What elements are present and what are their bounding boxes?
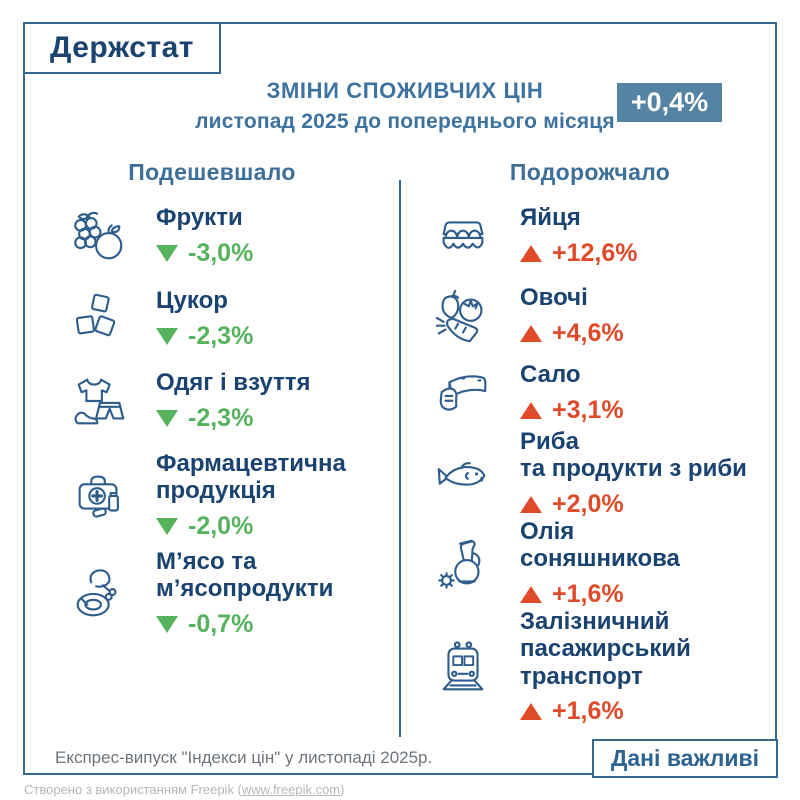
up-triangle-icon — [520, 324, 542, 342]
list-item-meat: М’ясо та м’ясопродукти -0,7% — [66, 548, 333, 639]
list-item-oil: Олія соняшникова +1,6% — [430, 518, 680, 609]
down-triangle-icon — [156, 244, 178, 262]
item-value: +2,0% — [520, 490, 747, 519]
item-label: М’ясо та м’ясопродукти — [156, 548, 334, 603]
item-value: +4,6% — [520, 319, 624, 348]
up-triangle-icon — [520, 585, 542, 603]
list-item-sugar: Цукор -2,3% — [66, 286, 253, 352]
down-triangle-icon — [156, 517, 178, 535]
down-triangle-icon — [156, 409, 178, 427]
item-value: +1,6% — [520, 580, 680, 609]
grapes-apple-icon — [66, 203, 132, 269]
item-value: -2,3% — [156, 322, 253, 351]
item-label: Риба та продукти з риби — [520, 428, 747, 483]
item-label: Цукор — [156, 287, 228, 315]
item-label: Олія соняшникова — [520, 518, 680, 573]
up-triangle-icon — [520, 703, 542, 721]
oil-bottle-icon — [430, 530, 496, 596]
up-triangle-icon — [520, 495, 542, 513]
item-value: +12,6% — [520, 239, 638, 268]
list-item-fish: Риба та продукти з риби +2,0% — [430, 428, 747, 519]
source-note: Експрес-випуск "Індекси цін" у листопаді… — [55, 748, 433, 767]
list-item-eggs: Яйця +12,6% — [430, 203, 638, 269]
stamp-label: Дані важливі — [610, 745, 760, 771]
meat-icon — [66, 560, 132, 626]
column-heading-pricier: Подорожчало — [509, 159, 671, 185]
item-label: Залізничний пасажирський транспорт — [520, 608, 691, 690]
first-aid-kit-icon — [66, 462, 132, 528]
item-label: Овочі — [520, 284, 588, 312]
freepik-credit: Створено з використанням Freepik (www.fr… — [24, 782, 344, 797]
item-label: Яйця — [520, 204, 581, 232]
credit-text: Створено з використанням Freepik ( — [24, 782, 242, 797]
down-triangle-icon — [156, 327, 178, 345]
train-icon — [430, 634, 496, 700]
list-item-pharma: Фармацевтична продукція -2,0% — [66, 450, 346, 541]
sugar-cubes-icon — [66, 286, 132, 352]
clothing-shoes-icon — [66, 368, 132, 434]
item-value: +1,6% — [520, 697, 691, 726]
header-titles: ЗМІНИ СПОЖИВЧИХ ЦІН листопад 2025 до поп… — [140, 78, 670, 134]
list-item-fruits: Фрукти -3,0% — [66, 203, 253, 269]
page-subtitle: листопад 2025 до попереднього місяця — [195, 110, 615, 133]
item-label: Сало — [520, 361, 581, 389]
up-triangle-icon — [520, 401, 542, 419]
vegetables-icon — [430, 283, 496, 349]
item-label: Фармацевтична продукція — [156, 450, 346, 505]
list-item-vegetables: Овочі +4,6% — [430, 283, 624, 349]
logo-text: Держстат — [50, 31, 194, 64]
item-value: -2,0% — [156, 512, 346, 541]
list-item-clothing: Одяг і взуття -2,3% — [66, 368, 311, 434]
item-value: -3,0% — [156, 239, 253, 268]
column-heading-cheaper: Подешевшало — [128, 159, 296, 185]
item-label: Фрукти — [156, 204, 243, 232]
item-label: Одяг і взуття — [156, 369, 311, 397]
page-title: ЗМІНИ СПОЖИВЧИХ ЦІН — [266, 78, 544, 103]
credit-suffix: ) — [340, 782, 345, 797]
data-matters-stamp: Дані важливі — [592, 739, 778, 778]
column-divider — [399, 180, 401, 737]
down-triangle-icon — [156, 615, 178, 633]
egg-carton-icon — [430, 203, 496, 269]
list-item-salo: Сало +3,1% — [430, 360, 624, 426]
total-change-badge: +0,4% — [617, 83, 722, 122]
derzhstat-logo: Держстат — [23, 22, 221, 74]
salo-icon — [430, 360, 496, 426]
item-value: -2,3% — [156, 404, 311, 433]
list-item-rail-transport: Залізничний пасажирський транспорт +1,6% — [430, 608, 691, 726]
up-triangle-icon — [520, 244, 542, 262]
freepik-link[interactable]: www.freepik.com — [241, 782, 341, 797]
item-value: -0,7% — [156, 610, 333, 639]
fish-icon — [430, 440, 496, 506]
item-value: +3,1% — [520, 396, 624, 425]
